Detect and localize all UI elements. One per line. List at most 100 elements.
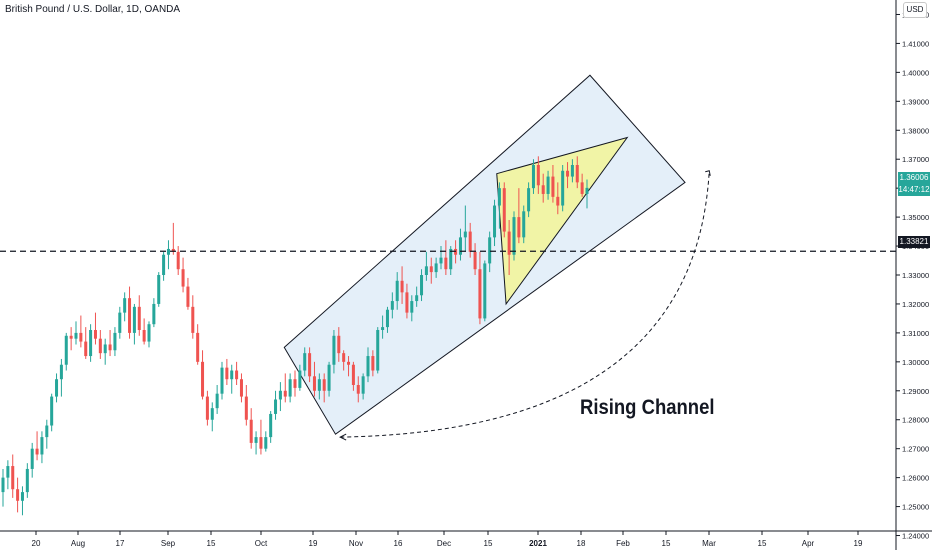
time-tick-label: Apr — [802, 539, 815, 548]
price-tick-label: 1.37000 — [902, 155, 929, 164]
candle-body — [11, 466, 15, 490]
time-tick-label: 19 — [854, 539, 863, 548]
candle-body — [332, 335, 336, 365]
candle-body — [40, 437, 44, 455]
candle-body — [181, 269, 185, 287]
candle-body — [293, 379, 297, 388]
horizontal-level-bg — [898, 236, 930, 248]
time-tick-label: Sep — [161, 539, 176, 548]
candle-body — [385, 309, 389, 328]
candle-body — [429, 266, 433, 273]
price-tick-label: 1.28000 — [902, 416, 929, 425]
candle-body — [575, 165, 579, 183]
candle-body — [30, 448, 34, 469]
candle-body — [103, 344, 107, 354]
current-price-tag: 1.36006 — [899, 173, 929, 182]
candle-body — [366, 356, 370, 377]
candle-body — [463, 231, 467, 238]
candle-body — [283, 390, 287, 397]
time-tick-label: Dec — [437, 539, 451, 548]
candle-body — [395, 280, 399, 302]
candle-body — [434, 263, 438, 273]
candle-body — [551, 176, 555, 197]
countdown-tag: 14:47:12 — [898, 185, 930, 194]
price-tick-label: 1.38000 — [902, 126, 929, 135]
candle-body — [527, 188, 531, 212]
candle-body — [356, 385, 360, 394]
price-tick-label: 1.33000 — [902, 271, 929, 280]
candle-body — [303, 353, 307, 371]
time-tick-label: 19 — [309, 539, 318, 548]
candle-body — [98, 338, 102, 354]
candle-body — [439, 257, 443, 264]
candle-body — [225, 367, 229, 380]
candle-body — [371, 356, 375, 371]
time-tick-label: Mar — [702, 539, 716, 548]
rising-channel-shape[interactable] — [283, 74, 686, 435]
candle-body — [89, 330, 93, 357]
candle-body — [522, 211, 526, 238]
candle-body — [415, 295, 419, 302]
candle-body — [74, 332, 78, 339]
candle-body — [274, 399, 278, 414]
candle-body — [210, 408, 214, 420]
candle-body — [488, 237, 492, 264]
price-tick-label: 1.30000 — [902, 358, 929, 367]
candle-body — [351, 364, 355, 385]
projection-arc — [340, 170, 710, 438]
price-tick-label: 1.24000 — [902, 532, 929, 541]
triangle-pattern-shape[interactable] — [496, 136, 629, 306]
currency-button[interactable]: USD — [903, 2, 927, 18]
candle-body — [186, 286, 190, 307]
candle-body — [405, 292, 409, 313]
candle-body — [493, 205, 497, 238]
candle-body — [468, 231, 472, 252]
candle-body — [249, 419, 253, 443]
price-tick-label: 1.40000 — [902, 68, 929, 77]
candle-body — [473, 251, 477, 270]
candle-body — [123, 298, 127, 313]
candle-body — [420, 275, 424, 296]
candle-body — [298, 370, 302, 388]
candle-body — [566, 170, 570, 177]
candle-body — [541, 185, 545, 194]
candle-body — [580, 182, 584, 194]
candle-body — [128, 298, 132, 333]
candle-body — [483, 263, 487, 319]
candle-body — [517, 217, 521, 238]
candle-body — [157, 275, 161, 304]
candle-body — [449, 248, 453, 270]
arc-end-arrowhead — [705, 170, 711, 176]
time-tick-label: 17 — [116, 539, 125, 548]
candle-body — [171, 248, 175, 252]
candle-body — [64, 335, 68, 365]
candle-body — [108, 344, 112, 351]
time-tick-label: Feb — [616, 539, 630, 548]
horizontal-level-tag[interactable]: 1.33821 — [899, 237, 929, 246]
time-tick-label: 20 — [32, 539, 41, 548]
candle-body — [278, 390, 282, 400]
candle-body — [215, 393, 219, 409]
candle-body — [69, 335, 73, 339]
candle-body — [410, 301, 414, 313]
candle-body — [132, 306, 136, 333]
candle-body — [93, 330, 97, 339]
candle-body — [79, 332, 83, 342]
candle-body — [25, 468, 29, 493]
candle-body — [55, 379, 59, 397]
candle-body — [561, 170, 565, 206]
price-tick-label: 1.39000 — [902, 97, 929, 106]
candle-body — [347, 361, 351, 365]
candle-body — [269, 413, 273, 438]
candle-body — [381, 327, 385, 330]
candle-body — [137, 306, 141, 330]
candle-body — [312, 376, 316, 391]
candle-body — [502, 188, 506, 232]
candle-body — [507, 231, 511, 255]
candle-body — [478, 269, 482, 319]
candle-body — [191, 306, 195, 333]
candle-body — [342, 353, 346, 362]
price-tick-label: 1.29000 — [902, 387, 929, 396]
candle-body — [244, 396, 248, 420]
